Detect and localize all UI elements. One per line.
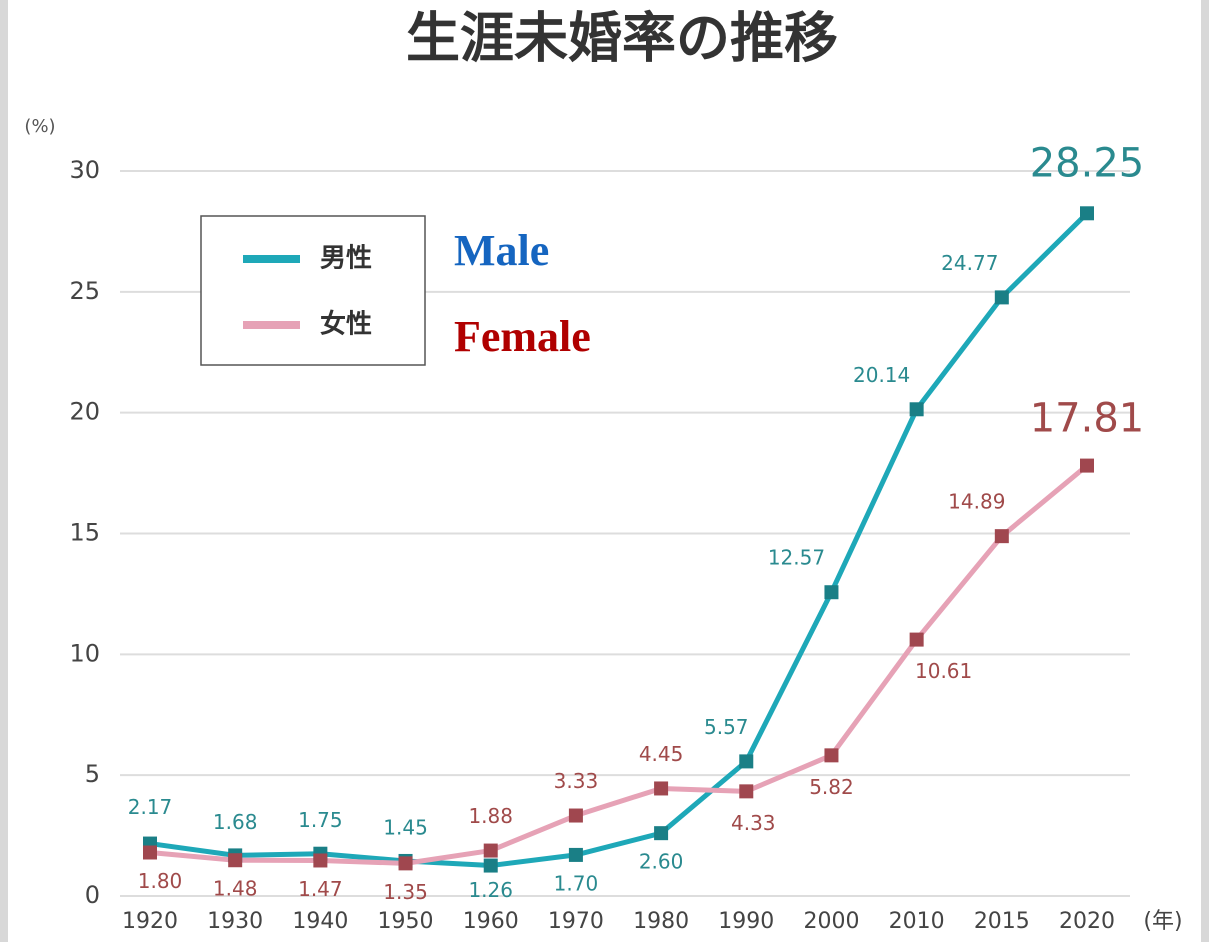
marker [483, 858, 498, 873]
data-label: 1.26 [468, 878, 513, 902]
marker [143, 845, 157, 860]
x-tick-label: 1970 [548, 909, 604, 934]
marker [654, 781, 669, 796]
y-tick-label: 5 [85, 760, 100, 788]
annotation: Male [454, 226, 549, 275]
annotation: Female [454, 312, 591, 361]
y-tick-label: 20 [69, 398, 100, 426]
legend-box [200, 215, 426, 366]
data-label: 4.33 [731, 811, 776, 835]
legend-label: 女性 [320, 309, 372, 340]
marker [909, 402, 924, 417]
data-label: 1.80 [138, 869, 183, 893]
data-label: 5.82 [809, 775, 854, 799]
marker [313, 853, 328, 868]
data-label: 10.61 [915, 659, 972, 683]
data-label: 1.68 [213, 810, 258, 834]
x-tick-label: 2010 [889, 909, 945, 934]
data-label: 3.33 [554, 769, 599, 793]
frame-left [0, 0, 8, 942]
y-tick-label: 25 [69, 277, 100, 305]
data-label: 1.88 [468, 804, 513, 828]
data-label: 1.48 [213, 877, 258, 901]
plot: 2.17 1.68 1.75 1.45 1.26 1.70 2.60 5.57 12.57 20.… [128, 140, 1145, 904]
data-label: 2.17 [128, 795, 173, 819]
marker [568, 847, 583, 862]
marker [1080, 206, 1094, 221]
y-tick-label: 15 [69, 519, 100, 547]
marker [739, 784, 754, 799]
data-label: 1.70 [554, 871, 599, 895]
data-label: 20.14 [853, 363, 910, 387]
data-label: 4.45 [639, 742, 684, 766]
legend-label: 男性 [320, 244, 372, 274]
marker [483, 843, 498, 858]
marker [824, 748, 839, 763]
x-tick-label: 1930 [207, 909, 263, 934]
data-label: 1.75 [298, 808, 343, 832]
data-label: 17.81 [1030, 396, 1145, 442]
series-line [149, 463, 1089, 866]
x-tick-label: 1920 [122, 909, 178, 934]
x-tick-label: 2000 [803, 909, 859, 934]
chart-title: 生涯未婚率の推移 [406, 7, 838, 70]
x-tick-label: 1940 [292, 909, 348, 934]
y-tick-label: 10 [69, 639, 100, 667]
x-tick-label: 1960 [463, 909, 519, 934]
x-tick-label: 1950 [378, 909, 434, 934]
x-axis-label: (年) [1143, 909, 1182, 934]
data-label: 2.60 [639, 850, 684, 874]
x-tick-label: 2015 [974, 909, 1030, 934]
marker [994, 290, 1009, 305]
x-tick-label: 1990 [718, 909, 774, 934]
marker [739, 754, 754, 769]
data-label: 5.57 [704, 715, 749, 739]
data-label: 1.35 [383, 880, 428, 904]
data-label: 28.25 [1030, 140, 1145, 186]
marker [1080, 458, 1094, 473]
x-tick-label: 1980 [633, 909, 689, 934]
data-label: 24.77 [941, 251, 998, 275]
data-label: 1.47 [298, 877, 343, 901]
marker [824, 585, 839, 600]
data-label: 1.45 [383, 815, 428, 839]
data-label: 12.57 [768, 546, 825, 570]
marker [654, 826, 669, 841]
x-tick-label: 2020 [1059, 909, 1115, 934]
y-tick-label: 0 [85, 881, 100, 909]
marker [228, 853, 243, 868]
marker [398, 856, 413, 871]
y-tick-label: 30 [69, 156, 100, 184]
marker [994, 529, 1009, 544]
frame-right [1201, 0, 1209, 942]
marker [909, 632, 924, 647]
series-line [149, 211, 1089, 869]
data-label: 14.89 [948, 490, 1005, 514]
marker [568, 808, 583, 823]
y-axis-label: (%) [24, 116, 55, 137]
